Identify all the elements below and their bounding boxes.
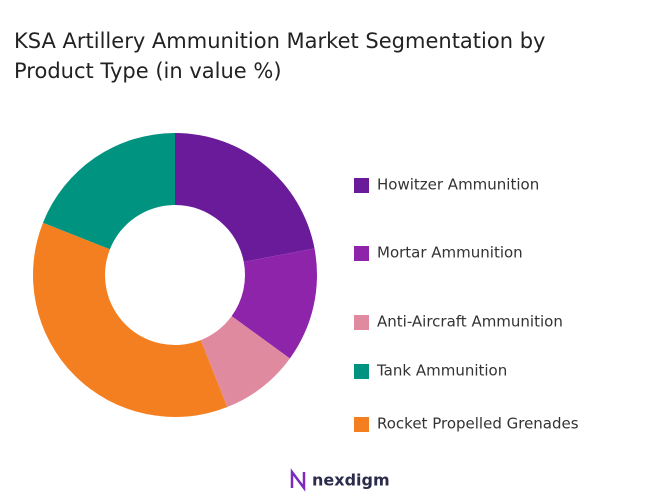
legend-label: Tank Ammunition bbox=[376, 362, 507, 380]
legend-swatch bbox=[354, 246, 369, 261]
donut-slice bbox=[200, 316, 290, 408]
legend-swatch bbox=[354, 315, 369, 330]
brand-logo: nexdigm bbox=[290, 468, 390, 492]
legend-swatch bbox=[354, 417, 369, 432]
legend-swatch bbox=[354, 178, 369, 193]
legend-swatch bbox=[354, 364, 369, 379]
legend-label: Mortar Ammunition bbox=[377, 244, 523, 262]
donut-slice bbox=[175, 133, 315, 262]
donut-slice bbox=[231, 248, 317, 359]
legend-label: Anti-Aircraft Ammunition bbox=[377, 313, 563, 331]
donut-slice bbox=[42, 133, 175, 250]
legend-label: Howitzer Ammunition bbox=[377, 176, 539, 194]
chart-title: KSA Artillery Ammunition Market Segmenta… bbox=[14, 29, 546, 83]
logo-mark bbox=[290, 468, 306, 492]
brand-name: nexdigm bbox=[312, 471, 390, 490]
donut-slice bbox=[33, 222, 228, 417]
legend-label: Rocket Propelled Grenades bbox=[377, 415, 579, 433]
